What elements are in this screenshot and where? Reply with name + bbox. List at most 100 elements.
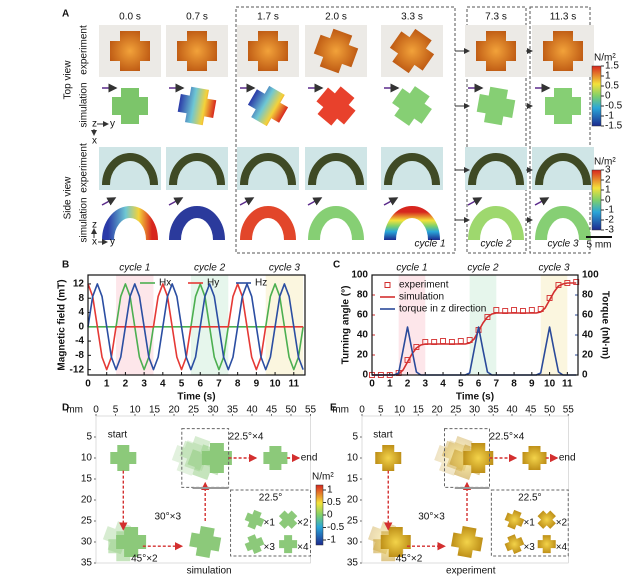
cross-shape	[504, 534, 525, 554]
caption: experiment	[446, 566, 496, 577]
x-tick-label: 4	[440, 379, 446, 390]
colorbar-tick-label: 0	[605, 91, 611, 102]
cross-shape	[537, 535, 556, 554]
x-tick-label: 5	[458, 379, 464, 390]
x-tick-label: 10	[270, 379, 282, 390]
arch-shape	[240, 153, 296, 186]
x-tick-label: 25	[450, 405, 462, 416]
field-arrow	[534, 197, 550, 206]
cross-shape	[543, 31, 583, 71]
colorbar-tick-label: 0.5	[605, 81, 619, 92]
x-tick-label: 25	[188, 405, 200, 416]
step-label: 45°×2	[131, 553, 158, 564]
x-tick-label: 15	[149, 405, 161, 416]
panel-letter: A	[62, 9, 69, 20]
x-axis-label: Time (s)	[177, 392, 215, 403]
colorbar-tick-label: 1	[327, 485, 333, 496]
step-label: 22.5°×4	[229, 432, 264, 443]
x-tick-label: 9	[254, 379, 260, 390]
x-tick-label: 2	[405, 379, 411, 390]
legend-label: Hx	[159, 278, 171, 289]
inset-mark: ×1	[523, 517, 535, 528]
y-tick-label: 5	[86, 432, 92, 443]
cycle-band	[469, 275, 497, 375]
view-title: Top view	[63, 60, 74, 100]
time-label: 2.0 s	[325, 12, 347, 23]
cross-shape	[522, 446, 547, 470]
cross-shape	[463, 443, 494, 473]
cross-shape	[389, 28, 435, 74]
arch-shape	[240, 206, 296, 241]
legend-label: Hz	[255, 278, 267, 289]
colorbar-tick-label: 0	[327, 510, 333, 521]
cycle-label: cycle 1	[119, 263, 150, 274]
y-tick-label: -8	[75, 350, 84, 361]
cross-shape	[313, 28, 359, 74]
y2-tick-label: 60	[582, 310, 594, 321]
inset-mark: ×3	[523, 542, 535, 553]
colorbar-unit: N/m²	[312, 472, 334, 483]
x-axis-label: Time (s)	[456, 392, 494, 403]
x-tick-label: 1	[104, 379, 110, 390]
time-label: 3.3 s	[401, 12, 423, 23]
y-tick-label: 25	[347, 516, 359, 527]
cross-shape	[316, 86, 356, 126]
cross-shape	[110, 445, 137, 471]
colorbar-tick-label: 0	[605, 195, 611, 206]
y-tick-label: 0	[78, 321, 84, 332]
panel-letter: D	[62, 403, 69, 414]
row-label: experiment	[79, 25, 90, 75]
field-arrow	[239, 197, 255, 206]
step-label: 22.5°×4	[490, 432, 525, 443]
x-tick-label: 35	[488, 405, 500, 416]
y-tick-label: 20	[357, 350, 369, 361]
step-label: 30°×3	[155, 511, 182, 522]
x-tick-label: 40	[246, 405, 258, 416]
inset-mark: ×4	[556, 542, 568, 553]
cross-shape	[110, 31, 150, 71]
x-tick-label: 45	[525, 405, 537, 416]
x-tick-label: 1	[387, 379, 393, 390]
colorbar	[315, 484, 324, 546]
x-tick-label: 35	[227, 405, 239, 416]
series-line	[87, 283, 304, 371]
y-tick-label: 35	[347, 558, 359, 569]
time-label: 0.7 s	[186, 12, 208, 23]
colorbar	[591, 65, 602, 127]
time-label: 7.3 s	[485, 12, 507, 23]
row-label: experiment	[79, 143, 90, 193]
legend-label: Hy	[207, 278, 219, 289]
axis-letter: y	[110, 237, 115, 248]
cross-shape	[112, 88, 148, 124]
y-tick-label: 4	[78, 307, 84, 318]
cycle-label: cycle 2	[480, 239, 512, 250]
y-tick-label: 35	[81, 558, 93, 569]
x-tick-label: 0	[93, 405, 99, 416]
field-arrow	[168, 197, 184, 206]
x-tick-label: 5	[113, 405, 119, 416]
x-tick-label: 40	[506, 405, 518, 416]
y-tick-label: 20	[81, 495, 93, 506]
inset-angle: 22.5°	[518, 493, 541, 504]
step-label: 45°×2	[396, 553, 423, 564]
cross-shape	[244, 534, 265, 554]
inset-mark: ×2	[297, 517, 309, 528]
y-tick-label: 20	[347, 495, 359, 506]
y-tick-label: 10	[347, 453, 359, 464]
x-tick-label: 20	[168, 405, 180, 416]
axis-letter: x	[92, 136, 97, 147]
arch-shape	[384, 206, 440, 241]
time-label: 11.3 s	[550, 12, 577, 23]
series-line	[87, 283, 304, 371]
callout-arrow	[192, 487, 229, 489]
x-tick-label: 6	[476, 379, 482, 390]
cycle-label: cycle 1	[396, 263, 427, 274]
cross-shape	[537, 510, 556, 529]
field-arrow	[467, 197, 483, 206]
end-label: end	[559, 453, 576, 464]
cross-shape	[116, 527, 147, 557]
colorbar-unit: N/m²	[594, 157, 616, 168]
x-tick-label: 11	[562, 379, 573, 390]
inset-angle: 22.5°	[259, 493, 282, 504]
data-point	[528, 307, 535, 313]
